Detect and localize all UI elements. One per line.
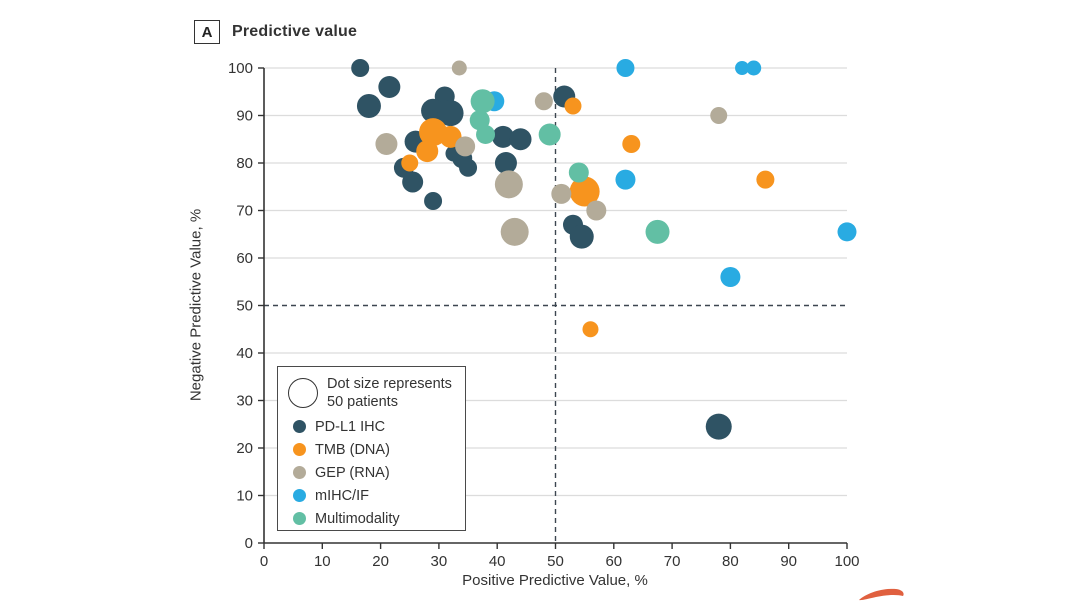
data-point [459,158,478,177]
legend-item-gep: GEP (RNA) [288,461,455,484]
data-point [569,224,594,249]
data-point [424,192,443,210]
legend-item-tmb: TMB (DNA) [288,438,455,461]
legend-size-line2: 50 patients [327,394,398,410]
svg-text:90: 90 [780,553,797,570]
svg-text:30: 30 [431,553,448,570]
data-point [616,59,635,77]
tmb-dot-icon [293,443,306,456]
data-point [509,128,532,151]
data-point [494,170,523,199]
legend-label-multimodality: Multimodality [315,510,400,527]
data-point [500,217,529,246]
data-point [401,154,419,172]
chart-legend: Dot size represents 50 patients PD-L1 IH… [277,366,466,531]
data-point [615,169,636,190]
data-point [476,125,496,144]
svg-text:20: 20 [372,553,389,570]
pdl1-dot-icon [293,420,306,433]
multimodality-dot-icon [293,512,306,525]
data-point [586,200,607,221]
legend-size-row: Dot size represents 50 patients [288,375,455,411]
data-point [538,123,561,146]
svg-text:10: 10 [314,553,331,570]
data-point [564,97,582,115]
svg-text:100: 100 [228,60,253,77]
legend-item-mihc: mIHC/IF [288,484,455,507]
data-point [705,413,732,440]
data-point [437,100,464,127]
data-point [451,60,467,76]
svg-text:10: 10 [236,488,253,505]
svg-text:30: 30 [236,393,253,410]
svg-text:80: 80 [236,155,253,172]
svg-text:0: 0 [260,553,268,570]
legend-size-text: Dot size represents 50 patients [327,375,452,411]
data-point [470,89,495,114]
data-point [622,135,641,153]
svg-text:0: 0 [245,535,253,552]
legend-label-gep: GEP (RNA) [315,464,390,481]
svg-text:40: 40 [489,553,506,570]
legend-label-pdl1: PD-L1 IHC [315,418,386,435]
red-swoosh-decoration [859,588,904,601]
data-point [645,219,670,244]
x-axis-title: Positive Predictive Value, % [462,572,648,589]
data-point [569,176,600,207]
svg-text:60: 60 [236,250,253,267]
legend-size-line1: Dot size represents [327,376,452,392]
svg-text:60: 60 [605,553,622,570]
data-point [492,125,515,148]
svg-text:50: 50 [236,298,253,315]
legend-label-tmb: TMB (DNA) [315,441,390,458]
data-point [402,171,424,193]
data-point [534,92,553,111]
data-point [375,133,398,155]
data-point [735,61,750,75]
data-point [455,136,476,157]
data-point [356,94,381,118]
data-point [351,59,370,77]
data-point [416,140,439,163]
data-point [756,170,775,189]
data-point [710,107,728,124]
svg-text:100: 100 [834,553,859,570]
svg-text:40: 40 [236,345,253,362]
data-point [582,321,599,338]
data-point [720,267,741,287]
dot-size-reference-icon [288,378,318,408]
svg-text:70: 70 [664,553,681,570]
panel-title: Predictive value [232,23,358,40]
legend-label-mihc: mIHC/IF [315,487,369,504]
data-point [568,162,589,183]
data-point [378,76,401,98]
mihc-dot-icon [293,489,306,502]
svg-text:20: 20 [236,440,253,457]
svg-text:50: 50 [547,553,564,570]
svg-text:70: 70 [236,203,253,220]
legend-item-multimodality: Multimodality [288,507,455,530]
data-point [494,152,517,174]
legend-item-pdl1: PD-L1 IHC [288,415,455,438]
data-point [837,222,857,242]
data-point [551,183,572,204]
gep-dot-icon [293,466,306,479]
y-axis-title: Negative Predictive Value, % [187,208,205,402]
svg-text:90: 90 [236,108,253,125]
svg-text:80: 80 [722,553,739,570]
data-point [746,60,762,76]
panel-header: A Predictive value [194,20,357,44]
panel-letter-badge: A [194,20,220,44]
